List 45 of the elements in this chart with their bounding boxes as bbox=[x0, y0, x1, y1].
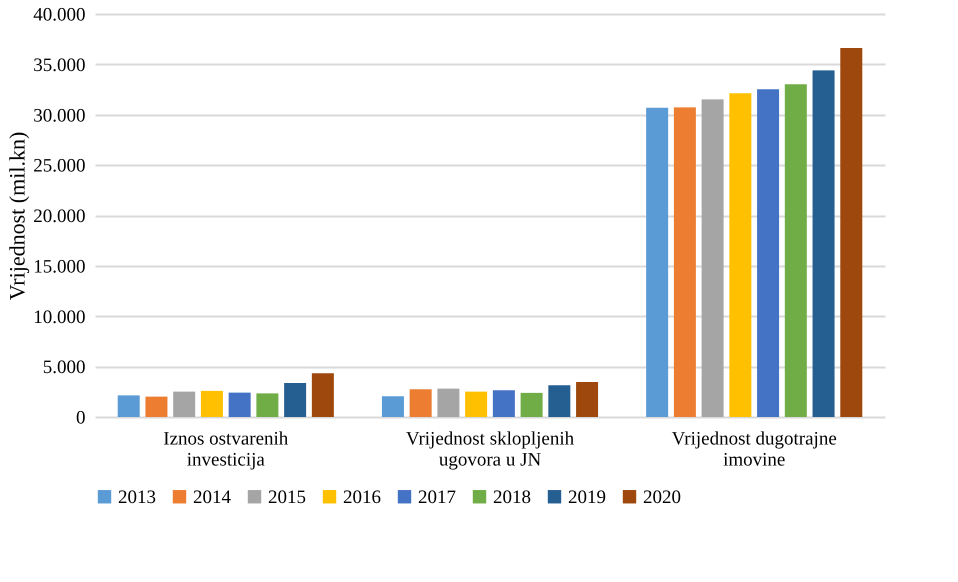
legend-label: 2018 bbox=[493, 486, 531, 508]
y-tick-label: 5.000 bbox=[42, 357, 86, 378]
bar bbox=[173, 392, 196, 417]
bar bbox=[437, 388, 460, 417]
y-tick-label: 20.000 bbox=[33, 206, 86, 227]
bar bbox=[492, 390, 515, 417]
bar bbox=[145, 396, 168, 417]
legend-label: 2013 bbox=[118, 486, 156, 508]
legend-label: 2015 bbox=[268, 486, 306, 508]
bar bbox=[548, 385, 570, 417]
bar bbox=[840, 48, 862, 417]
bar bbox=[284, 382, 306, 417]
legend-label: 2020 bbox=[643, 486, 681, 508]
x-tick-label: Iznos ostvarenih investicija bbox=[163, 428, 289, 470]
bar bbox=[465, 392, 488, 417]
bar bbox=[702, 99, 724, 417]
y-tick-label: 0 bbox=[76, 408, 86, 428]
y-tick-label: 35.000 bbox=[33, 54, 86, 76]
legend-label: 2017 bbox=[418, 486, 456, 508]
y-tick-label: 15.000 bbox=[33, 256, 86, 278]
legend-label: 2016 bbox=[343, 486, 381, 508]
bar bbox=[228, 392, 251, 417]
x-tick-label: Vrijednost dugotrajne imovine bbox=[672, 428, 837, 470]
bar bbox=[256, 393, 278, 417]
bar bbox=[382, 396, 404, 417]
y-tick-label: 40.000 bbox=[33, 4, 86, 26]
bar bbox=[646, 108, 668, 417]
y-tick-label: 10.000 bbox=[33, 306, 86, 328]
bar bbox=[576, 382, 598, 417]
bar bbox=[118, 395, 140, 417]
bar bbox=[312, 373, 334, 417]
bar bbox=[812, 70, 835, 417]
bar bbox=[410, 389, 432, 417]
legend-label: 2019 bbox=[568, 486, 606, 508]
bar bbox=[520, 392, 543, 417]
bar bbox=[200, 390, 223, 417]
bar bbox=[674, 107, 696, 417]
y-tick-label: 25.000 bbox=[33, 156, 86, 177]
bar bbox=[784, 84, 807, 417]
y-tick-label: 30.000 bbox=[33, 105, 86, 126]
bar bbox=[729, 93, 752, 417]
x-tick-label: Vrijednost sklopljenih ugovora u JN bbox=[406, 428, 575, 470]
legend-label: 2014 bbox=[193, 486, 232, 508]
bar bbox=[757, 89, 780, 417]
y-axis-title: Vrijednost (mil.kn) bbox=[4, 132, 30, 300]
